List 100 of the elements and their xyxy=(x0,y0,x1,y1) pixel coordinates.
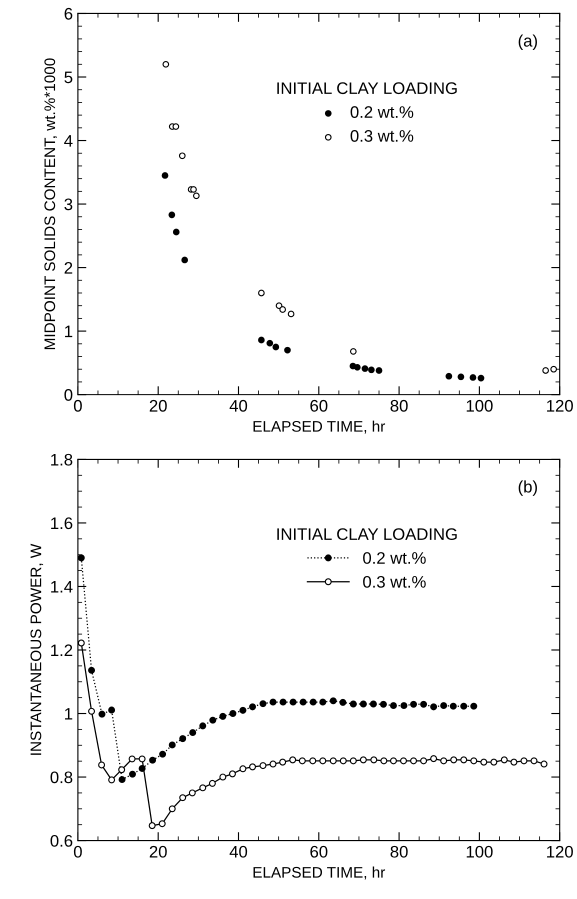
point xyxy=(98,762,106,768)
point xyxy=(276,302,282,310)
point xyxy=(542,367,549,374)
point xyxy=(172,228,180,236)
y-tick-label: 1.6 xyxy=(51,517,72,530)
y-tick-label: 1.4 xyxy=(51,581,73,593)
point xyxy=(450,756,458,764)
point xyxy=(360,700,367,708)
point xyxy=(270,760,276,768)
point xyxy=(219,774,226,781)
point xyxy=(279,758,286,766)
y-tick-label: 5 xyxy=(64,72,72,84)
legend-title: INITIAL CLAY LOADING xyxy=(277,82,457,94)
point xyxy=(370,700,377,708)
point xyxy=(88,708,96,715)
point xyxy=(258,336,265,344)
point xyxy=(148,822,156,830)
point xyxy=(280,698,287,706)
point xyxy=(129,770,136,778)
x-axis-title: ELAPSED TIME, hr xyxy=(254,420,386,434)
x-tick-label: 0 xyxy=(74,400,82,412)
legend-label: 0.3 wt.% xyxy=(363,576,426,588)
point xyxy=(330,757,337,764)
x-tick-label: 60 xyxy=(310,846,328,858)
point xyxy=(380,700,387,708)
point xyxy=(340,757,347,764)
point xyxy=(98,710,106,718)
point xyxy=(430,703,438,710)
point xyxy=(350,348,357,355)
point xyxy=(310,698,317,706)
point xyxy=(284,346,291,354)
point xyxy=(339,698,346,706)
point xyxy=(181,256,188,264)
point xyxy=(319,698,326,706)
point xyxy=(360,756,367,764)
point xyxy=(239,706,246,714)
point xyxy=(199,722,206,730)
legend-label: 0.3 wt.% xyxy=(350,130,414,142)
point xyxy=(168,805,176,812)
point xyxy=(288,310,294,318)
point xyxy=(362,365,368,372)
point xyxy=(390,757,397,764)
point xyxy=(530,757,538,764)
point xyxy=(149,756,156,764)
x-tick-label: 60 xyxy=(310,400,328,412)
y-tick-label: 1.8 xyxy=(51,454,72,466)
point xyxy=(290,698,297,706)
point xyxy=(162,172,168,179)
y-tick-label: 1 xyxy=(65,708,72,720)
y-tick-label: 4 xyxy=(64,135,73,147)
point xyxy=(298,757,306,764)
point xyxy=(289,756,296,764)
point xyxy=(78,554,85,562)
y-tick-label: 1.2 xyxy=(51,644,72,656)
point xyxy=(158,820,166,828)
point xyxy=(354,364,361,371)
point xyxy=(376,367,382,374)
legend-label: 0.2 wt.% xyxy=(363,552,426,564)
point xyxy=(118,766,126,774)
point xyxy=(168,741,176,748)
point xyxy=(162,60,170,68)
point xyxy=(260,700,266,708)
x-tick-label: 40 xyxy=(230,846,248,858)
x-tick-label: 120 xyxy=(547,846,573,858)
point xyxy=(470,757,478,764)
point xyxy=(460,756,468,764)
x-tick-label: 20 xyxy=(150,846,167,858)
point xyxy=(159,750,166,758)
point xyxy=(470,702,478,710)
point xyxy=(380,757,388,764)
legend-label: 0.2 wt.% xyxy=(350,106,414,118)
point xyxy=(490,758,498,766)
y-axis-title: MIDPOINT SOLIDS CONTENT, wt.%*1000 xyxy=(44,58,57,350)
point xyxy=(193,192,200,200)
point xyxy=(229,710,236,717)
point xyxy=(138,755,146,762)
point xyxy=(458,374,464,380)
point xyxy=(550,366,557,373)
point xyxy=(128,755,136,762)
point xyxy=(279,306,286,313)
point xyxy=(189,729,196,736)
point xyxy=(239,765,246,772)
y-tick-label: 0.6 xyxy=(50,834,72,847)
point xyxy=(440,757,448,764)
point xyxy=(190,186,197,193)
y-tick-label: 2 xyxy=(64,262,72,274)
x-tick-label: 0 xyxy=(74,846,82,858)
point xyxy=(410,757,418,764)
point xyxy=(410,700,418,708)
point xyxy=(188,789,196,796)
point xyxy=(179,794,186,802)
x-axis-title: ELAPSED TIME, hr xyxy=(254,866,386,880)
legend-title: INITIAL CLAY LOADING xyxy=(277,528,457,540)
annotation: (b) xyxy=(518,480,537,496)
point xyxy=(510,758,518,766)
point xyxy=(470,374,476,381)
y-tick-label: 0 xyxy=(64,389,72,401)
point xyxy=(480,758,488,766)
point xyxy=(400,757,407,764)
point xyxy=(168,212,176,218)
